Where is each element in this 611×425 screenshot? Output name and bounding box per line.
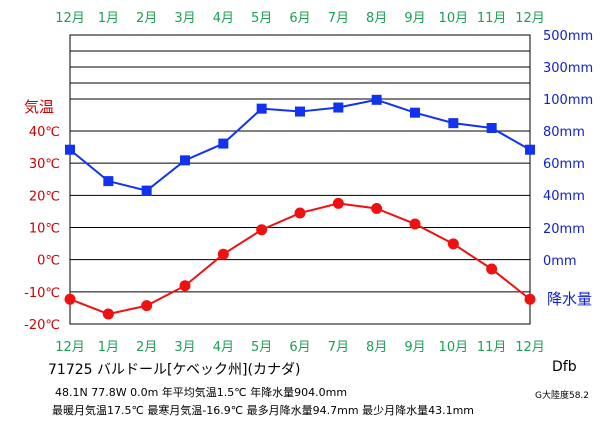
temperature-tick-label: 30℃ bbox=[29, 157, 60, 172]
bottom-month-label: 4月 bbox=[213, 340, 234, 355]
top-month-label: 11月 bbox=[477, 11, 507, 26]
bottom-month-label: 12月 bbox=[55, 340, 85, 355]
bottom-month-label: 1月 bbox=[98, 340, 119, 355]
extreme-stats: 最暖月気温17.5℃ 最寒月気温-16.9℃ 最多月降水量94.7mm 最少月降… bbox=[52, 404, 474, 417]
top-month-label: 4月 bbox=[213, 11, 234, 26]
plot-frame bbox=[69, 34, 531, 325]
continentality: G大陸度58.2 bbox=[535, 391, 590, 401]
temperature-line bbox=[69, 202, 531, 316]
precipitation-tick-label: 100mm bbox=[543, 93, 593, 108]
top-month-labels: 12月 1月 2月 3月 4月 5月 6月 7月 8月 9月 10月 11月 12月 bbox=[55, 11, 545, 26]
precipitation-point bbox=[525, 144, 535, 155]
precipitation-point bbox=[371, 94, 382, 105]
temperature-point bbox=[179, 280, 191, 292]
top-month-label: 12月 bbox=[55, 11, 85, 26]
temperature-point bbox=[409, 218, 421, 230]
temperature-tick-label: 20℃ bbox=[29, 189, 60, 204]
temperature-point bbox=[486, 263, 498, 275]
temperature-tick-label: -10℃ bbox=[24, 286, 60, 301]
koppen-class: Dfb bbox=[552, 359, 577, 375]
top-month-label: 2月 bbox=[136, 11, 157, 26]
temperature-point bbox=[141, 300, 153, 312]
bottom-month-labels: 12月 1月 2月 3月 4月 5月 6月 7月 8月 9月 10月 11月 12月 bbox=[55, 340, 545, 355]
station-name: 71725 バルドール[ケベック州](カナダ) bbox=[48, 362, 301, 378]
top-month-label: 9月 bbox=[404, 11, 425, 26]
top-month-label: 7月 bbox=[328, 11, 349, 26]
chart-grid bbox=[69, 34, 531, 325]
precipitation-tick-label: 500mm bbox=[543, 29, 593, 44]
temperature-axis-title: 気温 bbox=[24, 98, 54, 116]
station-stats: 48.1N 77.8W 0.0m 年平均気温1.5℃ 年降水量904.0mm bbox=[55, 386, 348, 399]
temperature-point bbox=[332, 197, 344, 209]
precipitation-point bbox=[256, 103, 267, 114]
precipitation-tick-label: 300mm bbox=[543, 61, 593, 76]
bottom-month-label: 11月 bbox=[477, 340, 507, 355]
temperature-point bbox=[64, 293, 76, 305]
precipitation-point bbox=[333, 102, 344, 113]
precipitation-point bbox=[103, 176, 114, 187]
precipitation-point bbox=[141, 185, 152, 196]
temperature-tick-labels: 40℃ 30℃ 20℃ 10℃ 0℃ -10℃ -20℃ bbox=[24, 125, 60, 333]
bottom-month-label: 2月 bbox=[136, 340, 157, 355]
temperature-point bbox=[371, 203, 383, 215]
precipitation-tick-label: 40mm bbox=[543, 189, 585, 204]
temperature-point bbox=[524, 293, 536, 305]
temperature-point bbox=[217, 248, 229, 260]
precipitation-point bbox=[65, 144, 75, 155]
precipitation-tick-label: 20mm bbox=[543, 222, 585, 237]
bottom-month-label: 9月 bbox=[404, 340, 425, 355]
temperature-tick-label: 10℃ bbox=[29, 222, 60, 237]
temperature-point bbox=[447, 238, 459, 250]
temperature-point bbox=[102, 308, 114, 320]
top-month-label: 1月 bbox=[98, 11, 119, 26]
precipitation-axis-title: 降水量 bbox=[547, 290, 592, 308]
precipitation-tick-label: 60mm bbox=[543, 157, 585, 172]
top-month-label: 6月 bbox=[289, 11, 310, 26]
top-month-label: 3月 bbox=[174, 11, 195, 26]
precipitation-tick-label: 0mm bbox=[543, 254, 577, 269]
bottom-month-label: 6月 bbox=[289, 340, 310, 355]
bottom-month-label: 3月 bbox=[174, 340, 195, 355]
top-month-label: 12月 bbox=[515, 11, 545, 26]
bottom-month-label: 12月 bbox=[515, 340, 545, 355]
chart-series bbox=[64, 94, 536, 320]
top-month-label: 5月 bbox=[251, 11, 272, 26]
precipitation-point bbox=[486, 122, 497, 133]
precipitation-point bbox=[410, 107, 420, 118]
precipitation-point bbox=[218, 138, 229, 149]
top-month-label: 10月 bbox=[439, 11, 469, 26]
bottom-month-label: 7月 bbox=[328, 340, 349, 355]
precipitation-point bbox=[295, 106, 305, 117]
precipitation-point bbox=[448, 118, 459, 129]
precipitation-tick-label: 80mm bbox=[543, 125, 585, 140]
temperature-tick-label: 40℃ bbox=[29, 125, 60, 140]
temperature-tick-label: 0℃ bbox=[37, 254, 60, 269]
bottom-month-label: 5月 bbox=[251, 340, 272, 355]
precipitation-point bbox=[180, 155, 190, 166]
temperature-point bbox=[294, 207, 306, 219]
bottom-month-label: 10月 bbox=[439, 340, 469, 355]
temperature-tick-label: -20℃ bbox=[24, 318, 60, 333]
precipitation-tick-labels: 500mm 300mm 100mm 80mm 60mm 40mm 20mm 0mm bbox=[543, 29, 593, 269]
bottom-month-label: 8月 bbox=[366, 340, 387, 355]
top-month-label: 8月 bbox=[366, 11, 387, 26]
temperature-point bbox=[256, 224, 268, 236]
